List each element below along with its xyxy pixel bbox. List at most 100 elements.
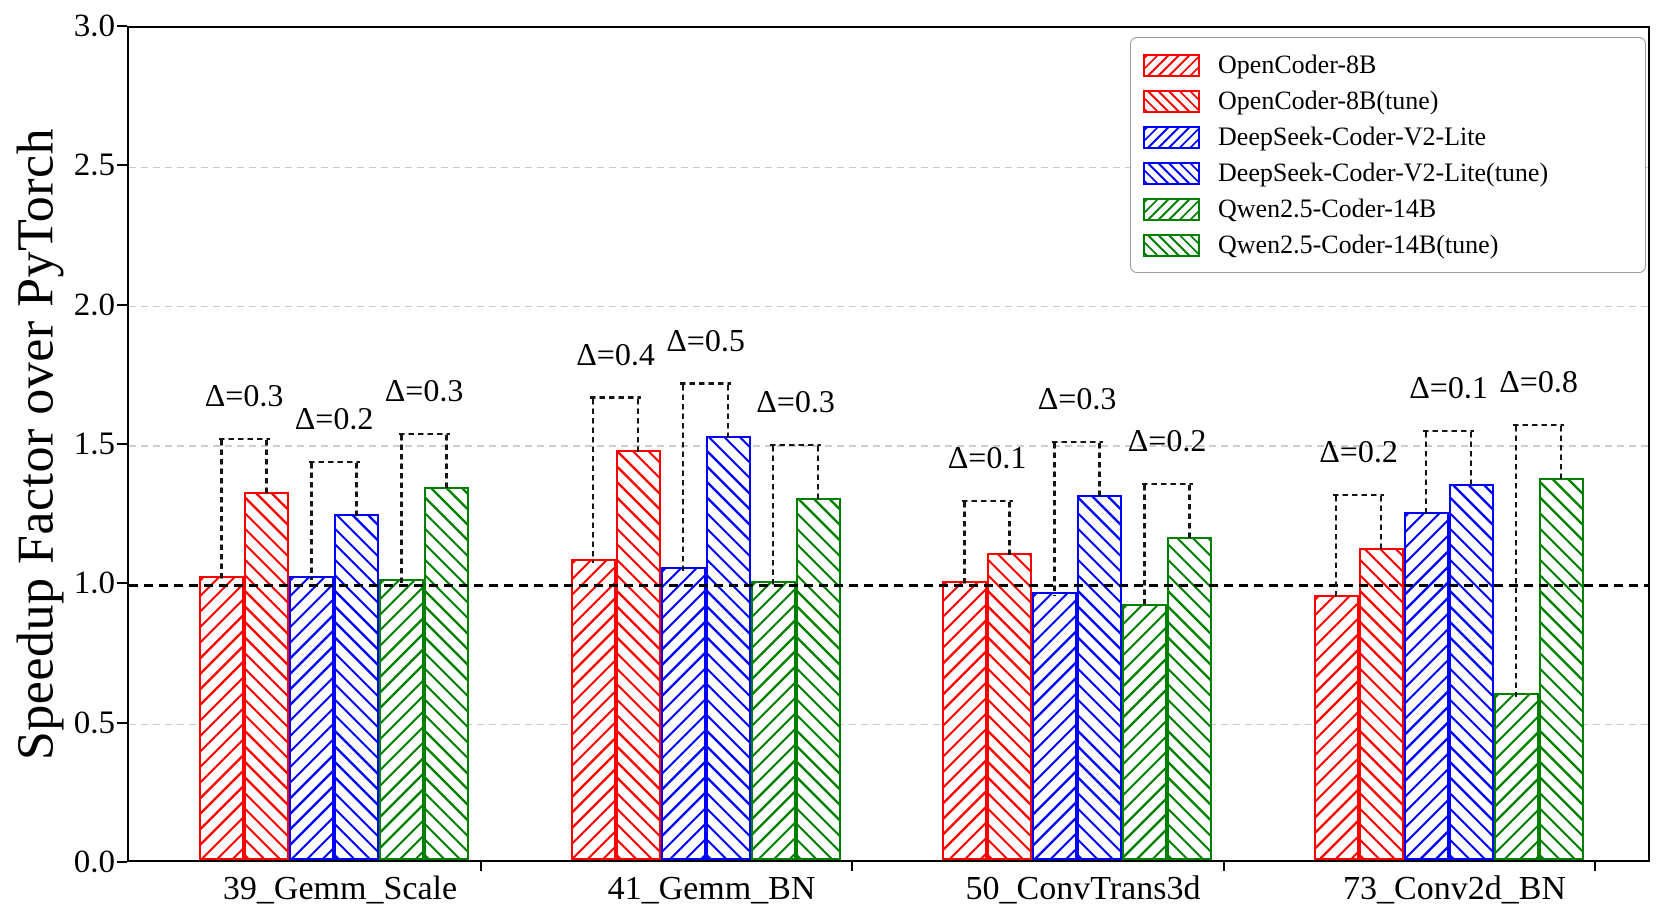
bar [1493,692,1539,860]
bar [424,486,469,860]
bar [1358,547,1404,860]
delta-bracket-top [1051,441,1103,444]
y-tick-label: 2.5 [73,147,115,184]
y-tick-mark [117,860,127,864]
gridline [129,305,1648,308]
delta-bracket-top [398,432,450,435]
delta-bracket-right [265,440,268,497]
y-tick-mark [117,442,127,446]
delta-bracket-left [1334,496,1338,600]
y-tick-label: 3.0 [73,8,115,44]
legend-label: OpenCoder-8B(tune) [1218,86,1439,115]
bar [1403,511,1449,860]
x-tick-mark [479,862,482,871]
delta-bracket-top [1333,493,1384,497]
y-tick-label: 0.0 [73,844,115,880]
y-tick-label: 0.5 [73,704,115,741]
delta-label: Δ=0.4 [576,335,655,372]
legend-swatch [1143,53,1200,77]
x-tick-mark [1594,862,1597,871]
delta-label: Δ=0.1 [1409,369,1488,406]
delta-bracket-right [355,462,358,519]
delta-bracket-left [1424,432,1428,516]
gridline [129,723,1648,726]
y-tick-mark [117,582,127,585]
bar [942,581,987,860]
y-tick-label: 2.0 [73,286,115,323]
delta-label: Δ=0.2 [294,399,374,436]
delta-bracket-left [1514,426,1518,697]
delta-label: Δ=0.3 [204,377,284,414]
delta-bracket-top [218,438,270,441]
bar [1032,592,1077,860]
delta-bracket-left [400,434,403,583]
x-category-label: 73_Conv2d_BN [1343,870,1566,907]
y-tick-mark [117,721,127,724]
bar [570,559,616,860]
x-tick-mark [1222,862,1225,871]
delta-bracket-left [1053,443,1056,597]
delta-bracket-left [963,501,966,586]
legend-item: DeepSeek-Coder-V2-Lite [1143,119,1633,155]
y-tick-mark [117,24,127,28]
delta-bracket-right [1188,485,1191,541]
delta-bracket-top [1141,482,1193,485]
delta-bracket-top [1513,424,1564,427]
bar [1538,478,1584,860]
bar [660,567,706,860]
delta-bracket-right [1379,496,1383,552]
delta-bracket-top [680,382,731,385]
legend-swatch [1143,125,1200,149]
delta-bracket-right [1098,443,1101,499]
legend: OpenCoder-8B OpenCoder-8B(tune) DeepSeek-C… [1130,37,1646,273]
delta-bracket-left [771,446,775,586]
legend-swatch [1143,161,1200,185]
bar [987,553,1032,860]
delta-label: Δ=0.1 [947,438,1027,475]
x-tick-mark [851,862,854,871]
delta-bracket-right [1469,432,1473,488]
delta-bracket-left [591,398,595,564]
delta-label: Δ=0.8 [1499,363,1578,400]
y-tick-mark [117,164,127,167]
legend-label: DeepSeek-Coder-V2-Lite(tune) [1218,158,1549,187]
delta-bracket-top [308,460,360,463]
bar [750,581,796,860]
bar [379,578,424,860]
delta-bracket-left [220,440,223,580]
x-category-label: 39_Gemm_Scale [222,870,458,907]
y-tick-label: 1.5 [73,426,115,462]
delta-bracket-right [1008,501,1011,558]
legend-label: DeepSeek-Coder-V2-Lite [1218,122,1487,151]
legend-swatch [1143,197,1200,221]
bar [244,492,289,860]
bar [705,436,751,860]
delta-bracket-right [636,398,640,455]
delta-bracket-top [1423,429,1474,433]
delta-bracket-right [816,446,820,502]
legend-swatch [1143,89,1200,113]
delta-bracket-left [681,384,685,572]
legend-label: Qwen2.5-Coder-14B [1218,194,1437,223]
legend-label: Qwen2.5-Coder-14B(tune) [1218,230,1499,259]
baseline [129,584,1648,587]
legend-label: OpenCoder-8B [1218,50,1377,79]
gridline [129,445,1648,447]
bar [795,497,841,860]
delta-bracket-left [1143,485,1146,608]
delta-label: Δ=0.2 [1319,433,1398,470]
delta-bracket-right [445,434,448,491]
x-category-label: 50_ConvTrans3d [965,870,1201,907]
legend-item: Qwen2.5-Coder-14B(tune) [1143,227,1633,263]
delta-label: Δ=0.3 [1037,380,1117,417]
delta-label: Δ=0.2 [1127,422,1207,458]
legend-item: OpenCoder-8B(tune) [1143,83,1633,119]
delta-bracket-top [590,396,641,399]
y-tick-mark [117,303,127,306]
delta-bracket-right [1559,426,1563,483]
legend-item: Qwen2.5-Coder-14B [1143,191,1633,227]
delta-bracket-top [770,443,821,446]
bar [1077,494,1122,860]
y-tick-label: 1.0 [73,565,115,602]
